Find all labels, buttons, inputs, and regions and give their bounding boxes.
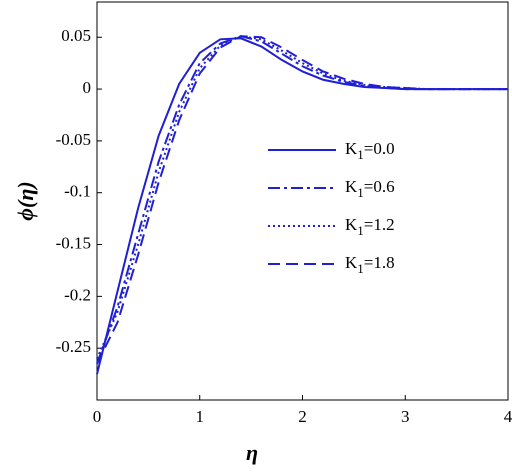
y-axis-label: ϕ(η) [13,181,38,220]
legend-label: K1=0.0 [345,139,395,162]
legend-label: K1=1.2 [345,215,395,238]
y-tick-label: 0 [83,78,92,97]
x-tick-label: 1 [196,407,205,426]
x-tick-label: 4 [504,407,512,426]
y-tick-label: -0.2 [64,285,91,304]
data-line [96,35,508,359]
plot-frame [96,1,509,401]
data-line [96,35,508,365]
x-tick-label: 2 [298,407,307,426]
legend-label: K1=1.8 [345,253,395,276]
y-tick-label: -0.05 [56,130,91,149]
x-tick-label: 3 [401,407,410,426]
x-tick-label: 0 [93,407,102,426]
y-tick-label: -0.15 [56,233,91,252]
data-line [96,35,508,365]
x-axis-label: η [246,440,258,465]
y-tick-label: -0.1 [64,182,91,201]
y-tick-label: -0.25 [56,337,91,356]
legend-label: K1=0.6 [345,177,395,200]
y-tick-label: 0.05 [61,26,91,45]
